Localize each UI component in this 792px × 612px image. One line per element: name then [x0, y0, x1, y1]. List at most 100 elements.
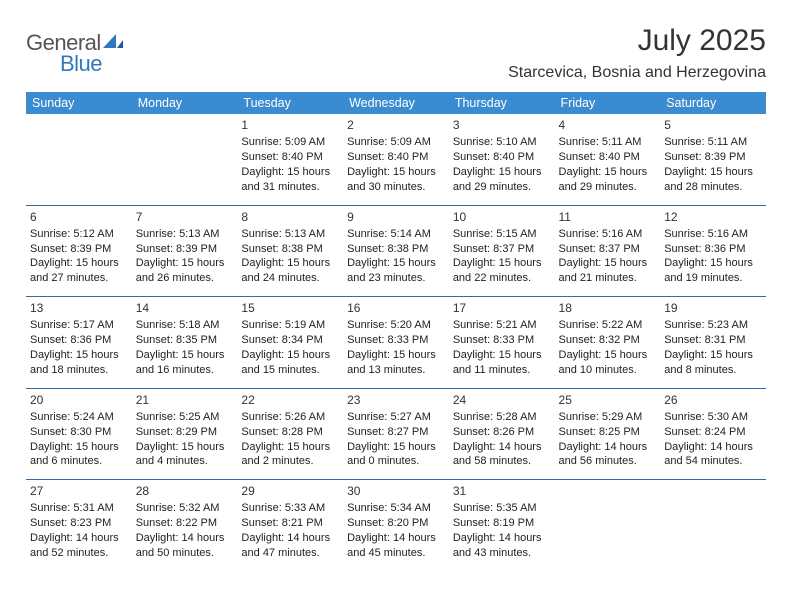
daylight-text: Daylight: 15 hours [559, 348, 657, 363]
calendar-day-cell: 24Sunrise: 5:28 AMSunset: 8:26 PMDayligh… [449, 388, 555, 480]
daylight-text: and 22 minutes. [453, 271, 551, 286]
daylight-text: Daylight: 15 hours [347, 165, 445, 180]
daylight-text: Daylight: 15 hours [136, 440, 234, 455]
calendar-day-cell: 7Sunrise: 5:13 AMSunset: 8:39 PMDaylight… [132, 205, 238, 297]
day-number: 14 [136, 300, 234, 316]
title-block: July 2025 Starcevica, Bosnia and Herzego… [508, 24, 766, 88]
sunrise-text: Sunrise: 5:35 AM [453, 501, 551, 516]
calendar-day-cell [555, 480, 661, 571]
sunrise-text: Sunrise: 5:14 AM [347, 227, 445, 242]
calendar-day-cell: 12Sunrise: 5:16 AMSunset: 8:36 PMDayligh… [660, 205, 766, 297]
calendar-day-cell: 4Sunrise: 5:11 AMSunset: 8:40 PMDaylight… [555, 114, 661, 205]
daylight-text: Daylight: 15 hours [347, 440, 445, 455]
sunset-text: Sunset: 8:35 PM [136, 333, 234, 348]
calendar-day-cell: 25Sunrise: 5:29 AMSunset: 8:25 PMDayligh… [555, 388, 661, 480]
daylight-text: Daylight: 15 hours [241, 440, 339, 455]
month-title: July 2025 [508, 24, 766, 58]
calendar-day-cell: 17Sunrise: 5:21 AMSunset: 8:33 PMDayligh… [449, 297, 555, 389]
daylight-text: Daylight: 14 hours [241, 531, 339, 546]
calendar-week-row: 6Sunrise: 5:12 AMSunset: 8:39 PMDaylight… [26, 205, 766, 297]
sunset-text: Sunset: 8:34 PM [241, 333, 339, 348]
daylight-text: and 13 minutes. [347, 363, 445, 378]
daylight-text: Daylight: 15 hours [453, 348, 551, 363]
brand-logo: General Blue [26, 24, 123, 83]
day-number: 3 [453, 117, 551, 133]
calendar-day-cell: 29Sunrise: 5:33 AMSunset: 8:21 PMDayligh… [237, 480, 343, 571]
sunset-text: Sunset: 8:20 PM [347, 516, 445, 531]
calendar-day-cell: 27Sunrise: 5:31 AMSunset: 8:23 PMDayligh… [26, 480, 132, 571]
day-number: 10 [453, 209, 551, 225]
day-number: 23 [347, 392, 445, 408]
day-number: 27 [30, 483, 128, 499]
sunrise-text: Sunrise: 5:21 AM [453, 318, 551, 333]
daylight-text: and 16 minutes. [136, 363, 234, 378]
day-number: 13 [30, 300, 128, 316]
daylight-text: Daylight: 15 hours [30, 440, 128, 455]
daylight-text: and 0 minutes. [347, 454, 445, 469]
sunrise-text: Sunrise: 5:33 AM [241, 501, 339, 516]
daylight-text: Daylight: 15 hours [347, 256, 445, 271]
calendar-table: Sunday Monday Tuesday Wednesday Thursday… [26, 92, 766, 571]
daylight-text: Daylight: 15 hours [30, 256, 128, 271]
day-number: 17 [453, 300, 551, 316]
sunrise-text: Sunrise: 5:11 AM [664, 135, 762, 150]
day-number: 16 [347, 300, 445, 316]
calendar-day-cell: 14Sunrise: 5:18 AMSunset: 8:35 PMDayligh… [132, 297, 238, 389]
sunrise-text: Sunrise: 5:13 AM [241, 227, 339, 242]
daylight-text: Daylight: 14 hours [136, 531, 234, 546]
daylight-text: Daylight: 14 hours [347, 531, 445, 546]
sunrise-text: Sunrise: 5:11 AM [559, 135, 657, 150]
sunset-text: Sunset: 8:23 PM [30, 516, 128, 531]
sunset-text: Sunset: 8:31 PM [664, 333, 762, 348]
day-number: 5 [664, 117, 762, 133]
sunrise-text: Sunrise: 5:09 AM [241, 135, 339, 150]
calendar-day-cell: 21Sunrise: 5:25 AMSunset: 8:29 PMDayligh… [132, 388, 238, 480]
calendar-day-cell: 18Sunrise: 5:22 AMSunset: 8:32 PMDayligh… [555, 297, 661, 389]
daylight-text: and 28 minutes. [664, 180, 762, 195]
daylight-text: Daylight: 15 hours [559, 256, 657, 271]
daylight-text: and 54 minutes. [664, 454, 762, 469]
sunset-text: Sunset: 8:36 PM [664, 242, 762, 257]
sunrise-text: Sunrise: 5:19 AM [241, 318, 339, 333]
daylight-text: Daylight: 15 hours [347, 348, 445, 363]
calendar-day-cell: 15Sunrise: 5:19 AMSunset: 8:34 PMDayligh… [237, 297, 343, 389]
sunset-text: Sunset: 8:28 PM [241, 425, 339, 440]
daylight-text: and 52 minutes. [30, 546, 128, 561]
sunset-text: Sunset: 8:40 PM [453, 150, 551, 165]
daylight-text: Daylight: 15 hours [453, 165, 551, 180]
sunrise-text: Sunrise: 5:28 AM [453, 410, 551, 425]
sunrise-text: Sunrise: 5:27 AM [347, 410, 445, 425]
calendar-day-cell: 19Sunrise: 5:23 AMSunset: 8:31 PMDayligh… [660, 297, 766, 389]
daylight-text: Daylight: 15 hours [664, 256, 762, 271]
daylight-text: Daylight: 15 hours [559, 165, 657, 180]
sunrise-text: Sunrise: 5:23 AM [664, 318, 762, 333]
calendar-week-row: 13Sunrise: 5:17 AMSunset: 8:36 PMDayligh… [26, 297, 766, 389]
daylight-text: and 19 minutes. [664, 271, 762, 286]
daylight-text: Daylight: 14 hours [559, 440, 657, 455]
daylight-text: Daylight: 15 hours [241, 348, 339, 363]
calendar-day-cell [26, 114, 132, 205]
weekday-header: Thursday [449, 92, 555, 114]
sunrise-text: Sunrise: 5:16 AM [664, 227, 762, 242]
daylight-text: Daylight: 15 hours [136, 348, 234, 363]
sunrise-text: Sunrise: 5:16 AM [559, 227, 657, 242]
calendar-day-cell: 11Sunrise: 5:16 AMSunset: 8:37 PMDayligh… [555, 205, 661, 297]
sunset-text: Sunset: 8:36 PM [30, 333, 128, 348]
sunset-text: Sunset: 8:40 PM [347, 150, 445, 165]
sunrise-text: Sunrise: 5:34 AM [347, 501, 445, 516]
daylight-text: and 45 minutes. [347, 546, 445, 561]
sunset-text: Sunset: 8:32 PM [559, 333, 657, 348]
calendar-day-cell: 2Sunrise: 5:09 AMSunset: 8:40 PMDaylight… [343, 114, 449, 205]
sunrise-text: Sunrise: 5:29 AM [559, 410, 657, 425]
sunset-text: Sunset: 8:22 PM [136, 516, 234, 531]
weekday-header: Tuesday [237, 92, 343, 114]
weekday-header: Saturday [660, 92, 766, 114]
calendar-day-cell: 23Sunrise: 5:27 AMSunset: 8:27 PMDayligh… [343, 388, 449, 480]
calendar-day-cell: 13Sunrise: 5:17 AMSunset: 8:36 PMDayligh… [26, 297, 132, 389]
sunset-text: Sunset: 8:30 PM [30, 425, 128, 440]
sunset-text: Sunset: 8:25 PM [559, 425, 657, 440]
sunset-text: Sunset: 8:40 PM [241, 150, 339, 165]
daylight-text: and 58 minutes. [453, 454, 551, 469]
calendar-day-cell: 8Sunrise: 5:13 AMSunset: 8:38 PMDaylight… [237, 205, 343, 297]
daylight-text: and 50 minutes. [136, 546, 234, 561]
